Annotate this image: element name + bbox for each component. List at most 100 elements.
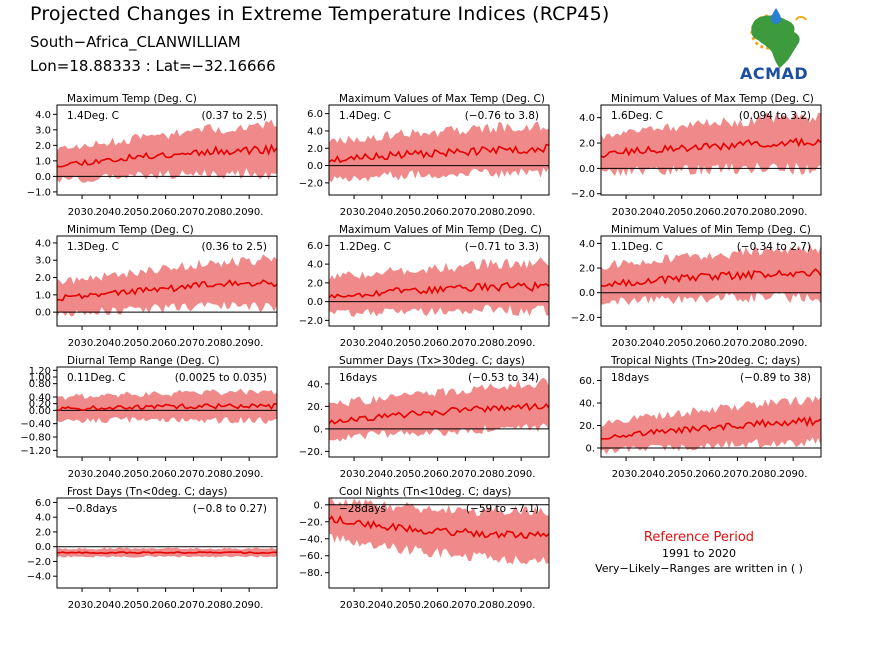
x-tick-label: 2090.	[507, 338, 536, 349]
x-tick-label: 2030.	[340, 469, 369, 480]
panel-range: (−0.89 to 38)	[740, 372, 811, 384]
y-tick-label: 60.	[579, 376, 595, 387]
y-tick-label: 20.	[307, 402, 323, 413]
africa-map-logo-icon	[750, 8, 807, 68]
x-tick-label: 2090.	[779, 469, 808, 480]
x-tick-label: 2090.	[235, 207, 264, 218]
panel-summary: 18days	[611, 372, 649, 384]
median-line	[601, 268, 821, 288]
x-tick-label: 2090.	[507, 207, 536, 218]
x-tick-label: 2050.	[395, 207, 424, 218]
x-tick-label: 2060.	[151, 469, 180, 480]
x-tick-label: 2050.	[667, 338, 696, 349]
panel-summary: 1.4Deg. C	[339, 110, 391, 122]
x-tick-label: 2050.	[395, 600, 424, 611]
y-tick-label: 0.0	[307, 161, 323, 172]
x-tick-label: 2030.	[612, 338, 641, 349]
y-tick-label: 0.0	[35, 542, 51, 553]
y-tick-label: 3.0	[35, 256, 51, 267]
y-tick-label: −2.0	[299, 178, 323, 189]
x-tick-label: 2050.	[123, 600, 152, 611]
y-tick-label: 0.40	[29, 393, 51, 404]
x-tick-label: 2070.	[179, 469, 208, 480]
x-tick-label: 2060.	[423, 207, 452, 218]
plot-frame	[600, 366, 822, 458]
y-tick-label: 2.0	[579, 264, 595, 275]
x-tick-label: 2040.	[640, 207, 669, 218]
x-tick-label: 2070.	[451, 338, 480, 349]
panel-title: Diurnal Temp Range (Deg. C)	[67, 355, 219, 367]
x-tick-label: 2070.	[451, 469, 480, 480]
y-tick-label: −0.40	[20, 419, 51, 430]
panel-summary: 1.1Deg. C	[611, 241, 663, 253]
x-tick-label: 2040.	[640, 469, 669, 480]
panel-summary: 0.11Deg. C	[67, 372, 126, 384]
reference-years: 1991 to 2020	[661, 547, 737, 560]
panel-title: Summer Days (Tx>30deg. C; days)	[339, 355, 525, 367]
y-tick-label: 0.80	[29, 379, 51, 390]
x-tick-label: 2060.	[151, 338, 180, 349]
plot-frame	[56, 366, 278, 458]
y-tick-label: 1.0	[35, 156, 51, 167]
chart-panel-4: 0.0 1.0 2.0 3.0 4.0 2030. 2040. 2050. 2060. 2070.…	[35, 224, 278, 349]
x-tick-label: 2080.	[207, 207, 236, 218]
x-tick-label: 2080.	[479, 600, 508, 611]
y-tick-label: 6.0	[307, 109, 323, 120]
coordinates-label: Lon=18.88333 : Lat=−32.16666	[30, 57, 276, 75]
x-tick-label: 2030.	[340, 600, 369, 611]
panel-title: Cool Nights (Tn<10deg. C; days)	[339, 486, 511, 498]
y-tick-label: 2.0	[35, 141, 51, 152]
panel-title: Maximum Values of Max Temp (Deg. C)	[339, 93, 545, 105]
x-tick-label: 2040.	[368, 207, 397, 218]
y-tick-label: 1.0	[35, 290, 51, 301]
y-tick-label: 2.0	[35, 527, 51, 538]
x-tick-label: 2060.	[695, 338, 724, 349]
x-tick-label: 2080.	[751, 207, 780, 218]
median-line	[601, 415, 821, 440]
y-tick-label: 6.0	[35, 498, 51, 509]
y-tick-label: 4.0	[579, 239, 595, 250]
plot-frame	[56, 497, 278, 589]
panel-range: (−0.76 to 3.8)	[465, 110, 539, 122]
reference-note: Very−Likely−Ranges are written in ( )	[595, 562, 803, 575]
panel-summary: 1.6Deg. C	[611, 110, 663, 122]
y-tick-label: 4.0	[35, 238, 51, 249]
panel-title: Maximum Temp (Deg. C)	[67, 93, 197, 105]
x-tick-label: 2080.	[207, 469, 236, 480]
x-tick-label: 2040.	[96, 338, 125, 349]
x-tick-label: 2050.	[667, 207, 696, 218]
y-tick-label: 0.	[313, 424, 323, 435]
median-line	[57, 143, 277, 168]
x-tick-label: 2030.	[68, 600, 97, 611]
x-tick-label: 2030.	[340, 338, 369, 349]
x-tick-label: 2040.	[96, 469, 125, 480]
x-tick-label: 2060.	[695, 207, 724, 218]
x-tick-label: 2070.	[179, 338, 208, 349]
y-tick-label: 0.00	[29, 406, 51, 417]
range-band	[57, 388, 277, 425]
y-tick-label: 6.0	[307, 241, 323, 252]
x-tick-label: 2060.	[151, 600, 180, 611]
x-tick-label: 2050.	[123, 207, 152, 218]
y-tick-label: −60.	[299, 551, 323, 562]
y-tick-label: 40.	[579, 399, 595, 410]
median-line	[329, 143, 549, 164]
y-tick-label: 0.20	[29, 399, 51, 410]
x-tick-label: 2030.	[612, 207, 641, 218]
plot-frame	[328, 235, 550, 327]
y-tick-label: 20.	[579, 421, 595, 432]
panel-range: (0.37 to 2.5)	[202, 110, 268, 122]
range-band	[57, 119, 277, 183]
x-tick-label: 2030.	[68, 338, 97, 349]
median-line	[329, 515, 549, 540]
panel-range: (0.0025 to 0.035)	[175, 372, 267, 384]
x-tick-label: 2080.	[207, 338, 236, 349]
x-tick-label: 2060.	[423, 338, 452, 349]
y-tick-label: 2.0	[579, 139, 595, 150]
x-tick-label: 2090.	[779, 338, 808, 349]
y-tick-label: −2.0	[27, 557, 51, 568]
plot-frame	[600, 235, 822, 327]
range-band	[601, 243, 821, 306]
